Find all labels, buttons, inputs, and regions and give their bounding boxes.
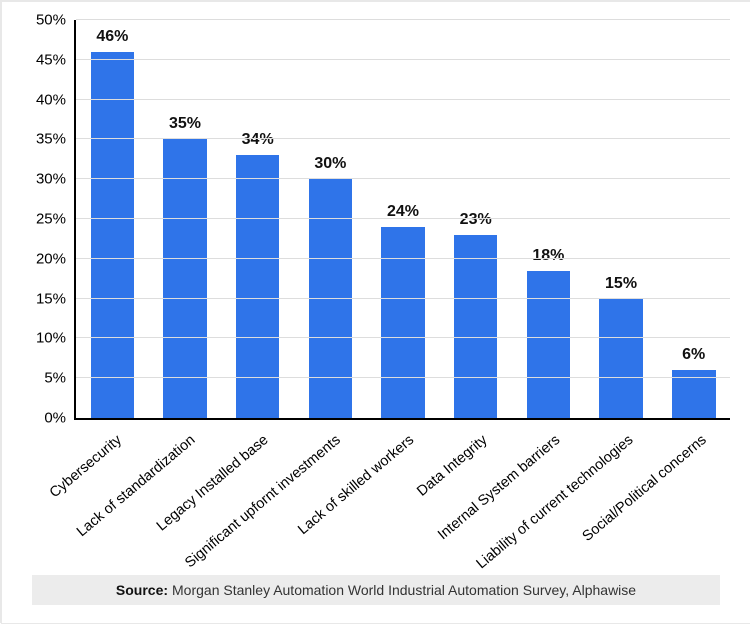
x-tick-label: Internal System barriers [435,432,563,543]
gridline [76,138,730,139]
y-tick-label: 35% [36,131,76,148]
bar-value-label: 23% [460,211,492,229]
bar-slot: 30% [294,20,367,418]
bar-value-label: 35% [169,115,201,133]
bar-slot: 6% [657,20,730,418]
x-tick-label: Lack of standardization [73,432,198,540]
bar-value-label: 46% [96,28,128,46]
bar-slot: 15% [585,20,658,418]
bar-slot: 46% [76,20,149,418]
bar-slot: 18% [512,20,585,418]
y-tick-label: 0% [44,410,76,427]
gridline [76,337,730,338]
x-tick-label: Significant upfornt investments [183,432,345,571]
bar-value-label: 6% [682,346,705,364]
source-label: Source: [116,582,168,598]
gridline [76,178,730,179]
bar: 18% [527,271,571,418]
gridline [76,258,730,259]
x-tick-label: Liability of current technologies [474,432,637,572]
bar-slot: 35% [149,20,222,418]
gridline [76,59,730,60]
y-tick-label: 25% [36,211,76,228]
bars-container: 46% 35% 34% 30% 24% 23% 18% 15% 6% [76,20,730,418]
chart-frame: 46% 35% 34% 30% 24% 23% 18% 15% 6% 0% 5% 10% 15% 20%… [2,2,750,623]
y-tick-label: 5% [44,370,76,387]
y-tick-label: 15% [36,290,76,307]
y-tick-label: 45% [36,51,76,68]
bar-value-label: 15% [605,275,637,293]
chart-area: 46%35%34%30%24%23%18%15%6% 0%5%10%15%20%… [74,20,730,420]
y-tick-label: 20% [36,250,76,267]
bar-slot: 23% [439,20,512,418]
gridline [76,377,730,378]
bar: 46% [91,52,135,418]
bar: 35% [163,139,207,418]
bar: 24% [381,227,425,418]
x-tick-label: Cybersecurity [47,432,125,501]
bar: 34% [236,155,280,418]
bar-value-label: 18% [532,247,564,265]
gridline [76,99,730,100]
bar-value-label: 34% [242,131,274,149]
bar: 23% [454,235,498,418]
source-text: Morgan Stanley Automation World Industri… [172,582,636,598]
gridline [76,298,730,299]
x-axis-labels: CybersecurityLack of standardizationLega… [74,426,730,576]
x-tick-label: Data Integrity [414,432,490,500]
x-tick-label: Social/Political concerns [580,432,710,545]
y-tick-label: 10% [36,330,76,347]
gridline [76,218,730,219]
y-tick-label: 30% [36,171,76,188]
bar-slot: 34% [221,20,294,418]
bar-slot: 24% [367,20,440,418]
bar: 15% [599,299,643,418]
bar-value-label: 30% [314,155,346,173]
y-tick-label: 50% [36,12,76,29]
y-tick-label: 40% [36,91,76,108]
source-bar: Source: Morgan Stanley Automation World … [32,575,720,605]
plot-region: 46%35%34%30%24%23%18%15%6% 0%5%10%15%20%… [74,20,730,420]
gridline [76,19,730,20]
